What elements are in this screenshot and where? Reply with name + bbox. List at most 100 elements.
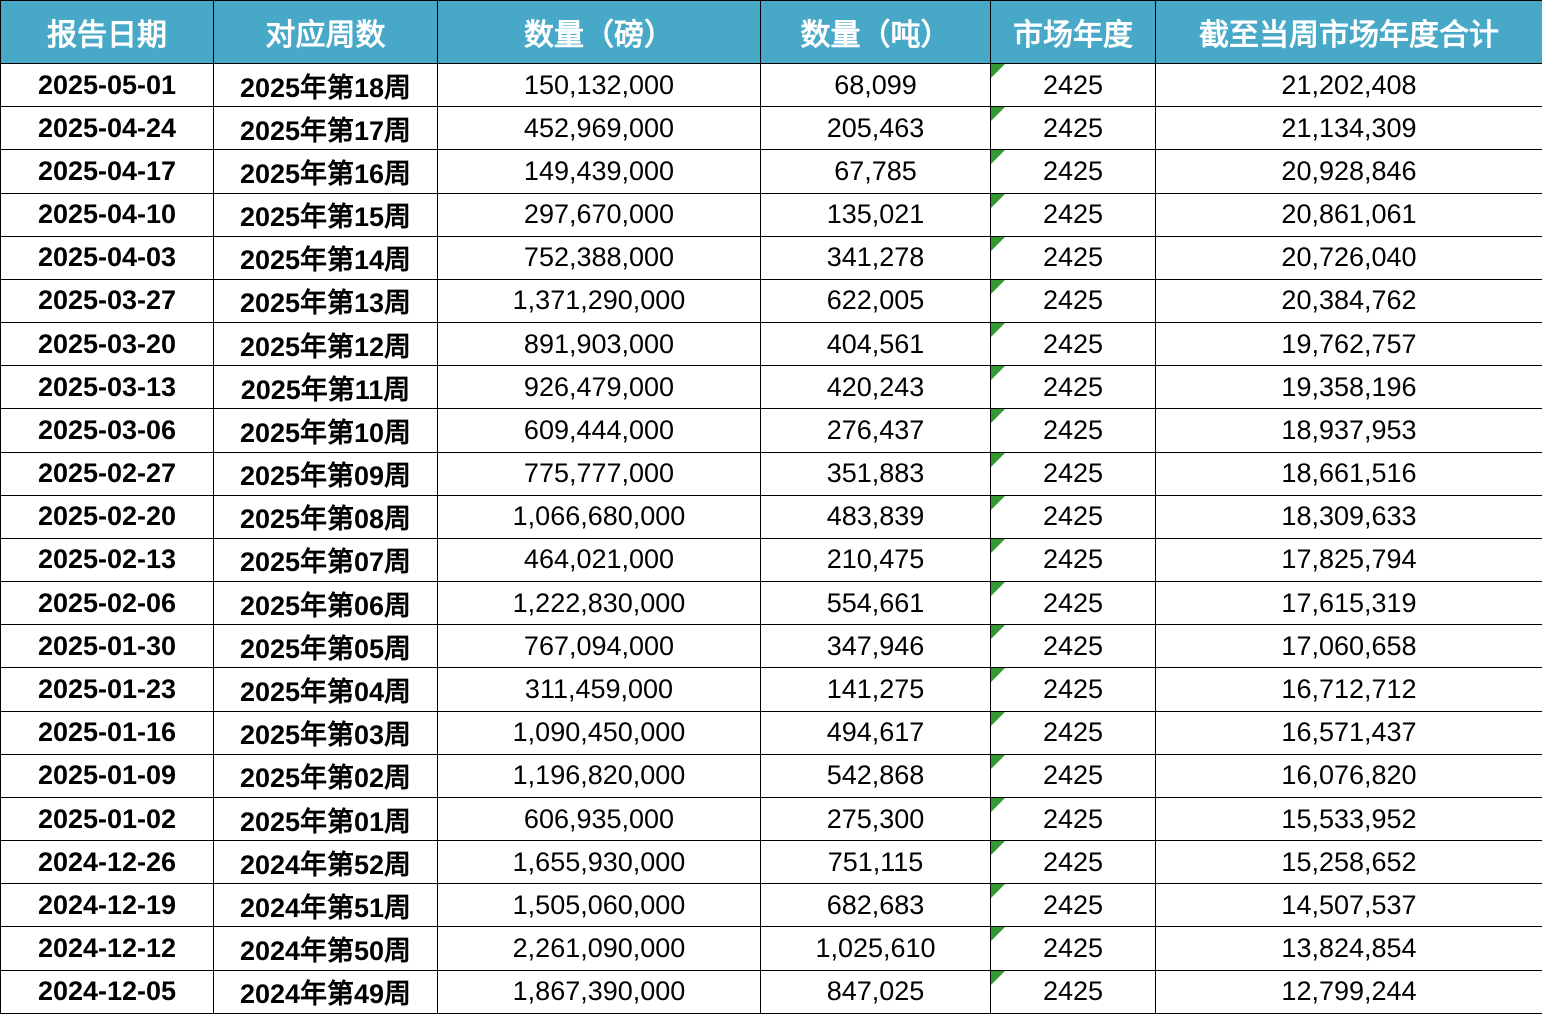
cell-qty_lbs[interactable]: 752,388,000 (437, 235, 761, 280)
cell-week[interactable]: 2025年第16周 (213, 149, 438, 194)
cell-qty_lbs[interactable]: 609,444,000 (437, 408, 761, 453)
cell-report_date[interactable]: 2025-01-23 (0, 667, 214, 712)
cell-report_date[interactable]: 2025-04-03 (0, 235, 214, 280)
cell-week[interactable]: 2025年第06周 (213, 581, 438, 626)
cell-ytd_total[interactable]: 13,824,854 (1155, 926, 1542, 971)
cell-qty_lbs[interactable]: 1,867,390,000 (437, 969, 761, 1014)
cell-report_date[interactable]: 2025-04-17 (0, 149, 214, 194)
cell-ytd_total[interactable]: 16,712,712 (1155, 667, 1542, 712)
cell-week[interactable]: 2025年第13周 (213, 278, 438, 324)
cell-ytd_total[interactable]: 21,202,408 (1155, 62, 1542, 108)
cell-market_year[interactable]: 2425 (990, 149, 1156, 194)
cell-report_date[interactable]: 2025-03-06 (0, 408, 214, 453)
cell-ytd_total[interactable]: 19,358,196 (1155, 365, 1542, 410)
cell-market_year[interactable]: 2425 (990, 840, 1156, 885)
cell-qty_lbs[interactable]: 767,094,000 (437, 624, 761, 669)
cell-market_year[interactable]: 2425 (990, 365, 1156, 410)
cell-market_year[interactable]: 2425 (990, 537, 1156, 583)
cell-qty_tons[interactable]: 751,115 (760, 840, 991, 885)
cell-qty_tons[interactable]: 276,437 (760, 408, 991, 453)
cell-week[interactable]: 2024年第49周 (213, 969, 438, 1014)
cell-qty_tons[interactable]: 141,275 (760, 667, 991, 712)
cell-qty_tons[interactable]: 622,005 (760, 278, 991, 324)
cell-market_year[interactable]: 2425 (990, 62, 1156, 108)
cell-market_year[interactable]: 2425 (990, 969, 1156, 1014)
cell-qty_lbs[interactable]: 1,371,290,000 (437, 278, 761, 324)
cell-market_year[interactable]: 2425 (990, 710, 1156, 755)
cell-market_year[interactable]: 2425 (990, 322, 1156, 367)
cell-ytd_total[interactable]: 15,533,952 (1155, 796, 1542, 842)
cell-qty_lbs[interactable]: 464,021,000 (437, 537, 761, 583)
cell-report_date[interactable]: 2025-04-10 (0, 192, 214, 237)
column-header-week[interactable]: 对应周数 (213, 0, 438, 64)
cell-ytd_total[interactable]: 17,825,794 (1155, 537, 1542, 583)
cell-market_year[interactable]: 2425 (990, 926, 1156, 971)
cell-market_year[interactable]: 2425 (990, 106, 1156, 151)
cell-qty_lbs[interactable]: 1,090,450,000 (437, 710, 761, 755)
cell-report_date[interactable]: 2025-01-30 (0, 624, 214, 669)
cell-ytd_total[interactable]: 17,615,319 (1155, 581, 1542, 626)
cell-market_year[interactable]: 2425 (990, 278, 1156, 324)
cell-qty_tons[interactable]: 135,021 (760, 192, 991, 237)
cell-qty_tons[interactable]: 554,661 (760, 581, 991, 626)
cell-week[interactable]: 2025年第17周 (213, 106, 438, 151)
cell-report_date[interactable]: 2024-12-26 (0, 840, 214, 885)
cell-market_year[interactable]: 2425 (990, 624, 1156, 669)
cell-report_date[interactable]: 2024-12-12 (0, 926, 214, 971)
cell-week[interactable]: 2025年第10周 (213, 408, 438, 453)
column-header-ytd_total[interactable]: 截至当周市场年度合计 (1155, 0, 1542, 64)
cell-week[interactable]: 2025年第03周 (213, 710, 438, 755)
cell-qty_tons[interactable]: 682,683 (760, 883, 991, 928)
cell-qty_tons[interactable]: 404,561 (760, 322, 991, 367)
cell-week[interactable]: 2025年第12周 (213, 322, 438, 367)
cell-qty_lbs[interactable]: 1,066,680,000 (437, 494, 761, 539)
cell-week[interactable]: 2025年第14周 (213, 235, 438, 280)
cell-qty_lbs[interactable]: 149,439,000 (437, 149, 761, 194)
cell-ytd_total[interactable]: 16,571,437 (1155, 710, 1542, 755)
column-header-market_year[interactable]: 市场年度 (990, 0, 1156, 64)
cell-report_date[interactable]: 2025-03-13 (0, 365, 214, 410)
cell-ytd_total[interactable]: 17,060,658 (1155, 624, 1542, 669)
cell-ytd_total[interactable]: 12,799,244 (1155, 969, 1542, 1014)
column-header-report_date[interactable]: 报告日期 (0, 0, 214, 64)
cell-week[interactable]: 2025年第11周 (213, 365, 438, 410)
cell-qty_tons[interactable]: 275,300 (760, 796, 991, 842)
cell-qty_tons[interactable]: 420,243 (760, 365, 991, 410)
cell-qty_lbs[interactable]: 2,261,090,000 (437, 926, 761, 971)
cell-week[interactable]: 2025年第04周 (213, 667, 438, 712)
cell-qty_tons[interactable]: 347,946 (760, 624, 991, 669)
cell-qty_lbs[interactable]: 1,222,830,000 (437, 581, 761, 626)
cell-qty_lbs[interactable]: 311,459,000 (437, 667, 761, 712)
cell-qty_tons[interactable]: 542,868 (760, 753, 991, 798)
column-header-qty_tons[interactable]: 数量（吨） (760, 0, 991, 64)
cell-report_date[interactable]: 2025-02-27 (0, 451, 214, 496)
cell-qty_lbs[interactable]: 452,969,000 (437, 106, 761, 151)
cell-week[interactable]: 2025年第18周 (213, 62, 438, 108)
cell-ytd_total[interactable]: 18,937,953 (1155, 408, 1542, 453)
cell-market_year[interactable]: 2425 (990, 883, 1156, 928)
cell-qty_tons[interactable]: 483,839 (760, 494, 991, 539)
cell-qty_tons[interactable]: 67,785 (760, 149, 991, 194)
cell-report_date[interactable]: 2025-02-13 (0, 537, 214, 583)
cell-market_year[interactable]: 2425 (990, 667, 1156, 712)
cell-qty_tons[interactable]: 351,883 (760, 451, 991, 496)
cell-week[interactable]: 2025年第07周 (213, 537, 438, 583)
cell-qty_lbs[interactable]: 1,505,060,000 (437, 883, 761, 928)
cell-week[interactable]: 2025年第08周 (213, 494, 438, 539)
cell-ytd_total[interactable]: 18,309,633 (1155, 494, 1542, 539)
cell-week[interactable]: 2024年第51周 (213, 883, 438, 928)
cell-week[interactable]: 2025年第02周 (213, 753, 438, 798)
cell-ytd_total[interactable]: 20,726,040 (1155, 235, 1542, 280)
cell-qty_tons[interactable]: 494,617 (760, 710, 991, 755)
cell-ytd_total[interactable]: 20,384,762 (1155, 278, 1542, 324)
cell-week[interactable]: 2025年第15周 (213, 192, 438, 237)
cell-qty_lbs[interactable]: 926,479,000 (437, 365, 761, 410)
cell-report_date[interactable]: 2025-02-06 (0, 581, 214, 626)
cell-week[interactable]: 2025年第01周 (213, 796, 438, 842)
cell-qty_lbs[interactable]: 891,903,000 (437, 322, 761, 367)
cell-qty_tons[interactable]: 1,025,610 (760, 926, 991, 971)
cell-qty_lbs[interactable]: 1,196,820,000 (437, 753, 761, 798)
cell-report_date[interactable]: 2025-01-09 (0, 753, 214, 798)
cell-report_date[interactable]: 2024-12-19 (0, 883, 214, 928)
cell-week[interactable]: 2024年第52周 (213, 840, 438, 885)
